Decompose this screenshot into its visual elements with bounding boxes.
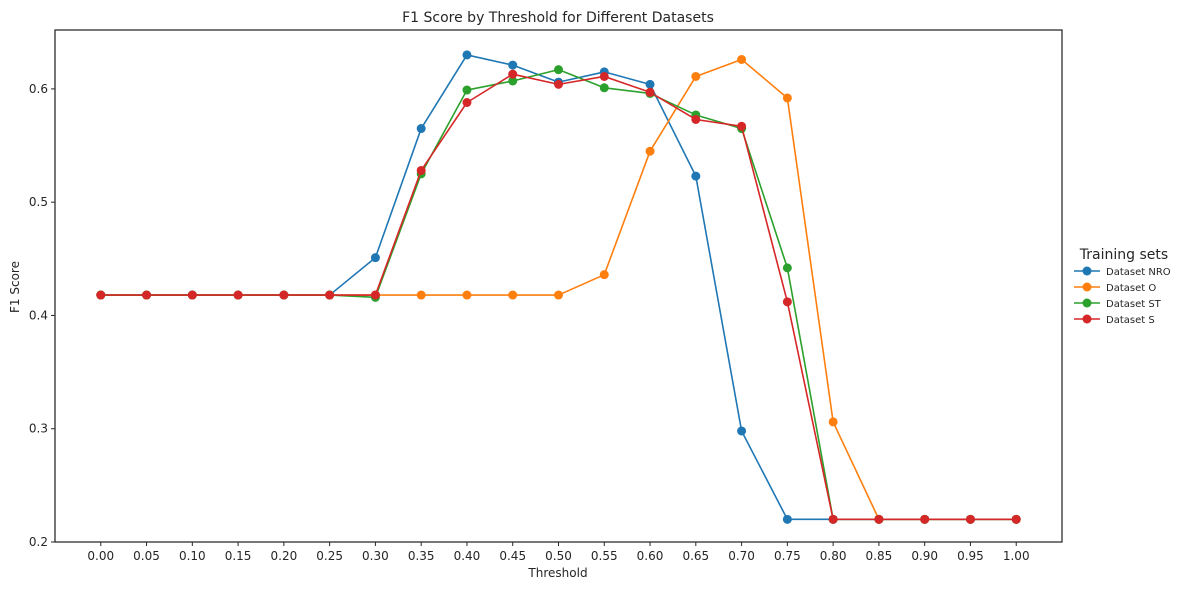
y-tick-label: 0.5 [29, 195, 48, 209]
data-point [691, 171, 701, 181]
x-tick-label: 0.10 [179, 549, 206, 563]
legend-swatch-marker [1082, 266, 1092, 276]
legend-items: Dataset NRO Dataset O Dataset ST Dataset S [1074, 266, 1171, 326]
data-point [737, 426, 747, 436]
x-tick-label: 0.40 [454, 549, 481, 563]
data-point [828, 514, 838, 524]
legend-entry: Dataset NRO [1074, 266, 1171, 278]
series-dataset-s [96, 69, 1021, 524]
data-point [554, 65, 563, 75]
y-tick-label: 0.3 [29, 422, 48, 436]
data-point [279, 290, 289, 300]
data-point [828, 417, 838, 427]
x-tick-label: 0.80 [820, 549, 847, 563]
x-tick-label: 0.55 [591, 549, 618, 563]
data-point [462, 85, 472, 95]
data-point [645, 87, 655, 97]
x-tick-label: 0.90 [911, 549, 938, 563]
x-tick-label: 0.50 [545, 549, 572, 563]
data-point [508, 76, 518, 86]
series-dataset-nro [96, 50, 1021, 524]
series-layer [96, 50, 1021, 524]
data-point [782, 514, 792, 524]
x-tick-label: 0.35 [408, 549, 435, 563]
y-tick-label: 0.6 [29, 82, 48, 96]
legend-entry: Dataset S [1074, 314, 1155, 326]
data-point [920, 514, 930, 524]
data-point [691, 71, 701, 81]
y-tick-label: 0.4 [29, 308, 48, 322]
x-tick-label: 0.00 [87, 549, 114, 563]
data-point [782, 297, 792, 307]
series-line [100, 58, 1017, 521]
legend-swatch-marker [1082, 282, 1092, 292]
data-point [325, 290, 335, 300]
x-tick-label: 0.05 [133, 549, 160, 563]
data-point [782, 263, 792, 273]
legend-swatch-marker [1082, 314, 1092, 324]
data-point [508, 69, 518, 79]
data-point [737, 121, 747, 131]
data-point [645, 146, 655, 156]
legend-entry: Dataset ST [1074, 298, 1162, 310]
data-point [416, 290, 426, 300]
legend-swatch-marker [1082, 298, 1092, 308]
y-axis-ticks: 0.2 0.3 0.4 0.5 0.6 [29, 82, 55, 549]
x-tick-label: 0.85 [866, 549, 893, 563]
data-point [599, 71, 609, 81]
data-point [370, 290, 380, 300]
x-tick-label: 0.75 [774, 549, 801, 563]
x-axis-ticks: 0.00 0.05 0.10 0.15 0.20 0.25 0.30 0.35 0.40 0.45… [87, 542, 1030, 563]
legend-label: Dataset NRO [1106, 267, 1171, 278]
x-tick-label: 0.45 [499, 549, 526, 563]
x-tick-label: 0.20 [271, 549, 298, 563]
x-tick-label: 0.70 [728, 549, 755, 563]
legend-label: Dataset ST [1106, 299, 1162, 310]
data-point [416, 124, 426, 134]
data-point [508, 60, 518, 70]
x-tick-label: 0.25 [316, 549, 343, 563]
data-point [370, 253, 380, 263]
x-tick-label: 1.00 [1003, 549, 1030, 563]
series-dataset-o [96, 54, 1021, 524]
data-point [462, 50, 472, 60]
chart-title: F1 Score by Threshold for Different Data… [402, 10, 714, 26]
x-tick-label: 0.65 [682, 549, 709, 563]
data-point [462, 290, 472, 300]
series-line [100, 54, 1017, 521]
x-tick-label: 0.15 [225, 549, 252, 563]
data-point [599, 83, 609, 93]
legend-label: Dataset S [1106, 315, 1155, 326]
data-point [737, 54, 747, 64]
plot-area-frame [54, 29, 1063, 543]
data-point [554, 290, 563, 300]
data-point [142, 290, 152, 300]
y-tick-label: 0.2 [29, 535, 48, 549]
x-tick-label: 0.60 [637, 549, 664, 563]
data-point [416, 165, 426, 175]
legend-entry: Dataset O [1074, 282, 1156, 294]
data-point [599, 270, 609, 280]
data-point [691, 114, 701, 124]
data-point [187, 290, 197, 300]
x-axis-label: Threshold [527, 566, 587, 580]
data-point [965, 514, 975, 524]
legend-title: Training sets [1079, 247, 1168, 263]
data-point [233, 290, 243, 300]
legend-label: Dataset O [1106, 283, 1156, 294]
y-axis-label: F1 Score [8, 261, 22, 313]
data-point [645, 79, 655, 89]
data-point [1011, 514, 1021, 524]
data-point [508, 290, 518, 300]
x-tick-label: 0.30 [362, 549, 389, 563]
data-point [874, 514, 884, 524]
data-point [96, 290, 106, 300]
x-tick-label: 0.95 [957, 549, 984, 563]
data-point [782, 93, 792, 103]
data-point [462, 97, 472, 107]
data-point [554, 79, 563, 89]
